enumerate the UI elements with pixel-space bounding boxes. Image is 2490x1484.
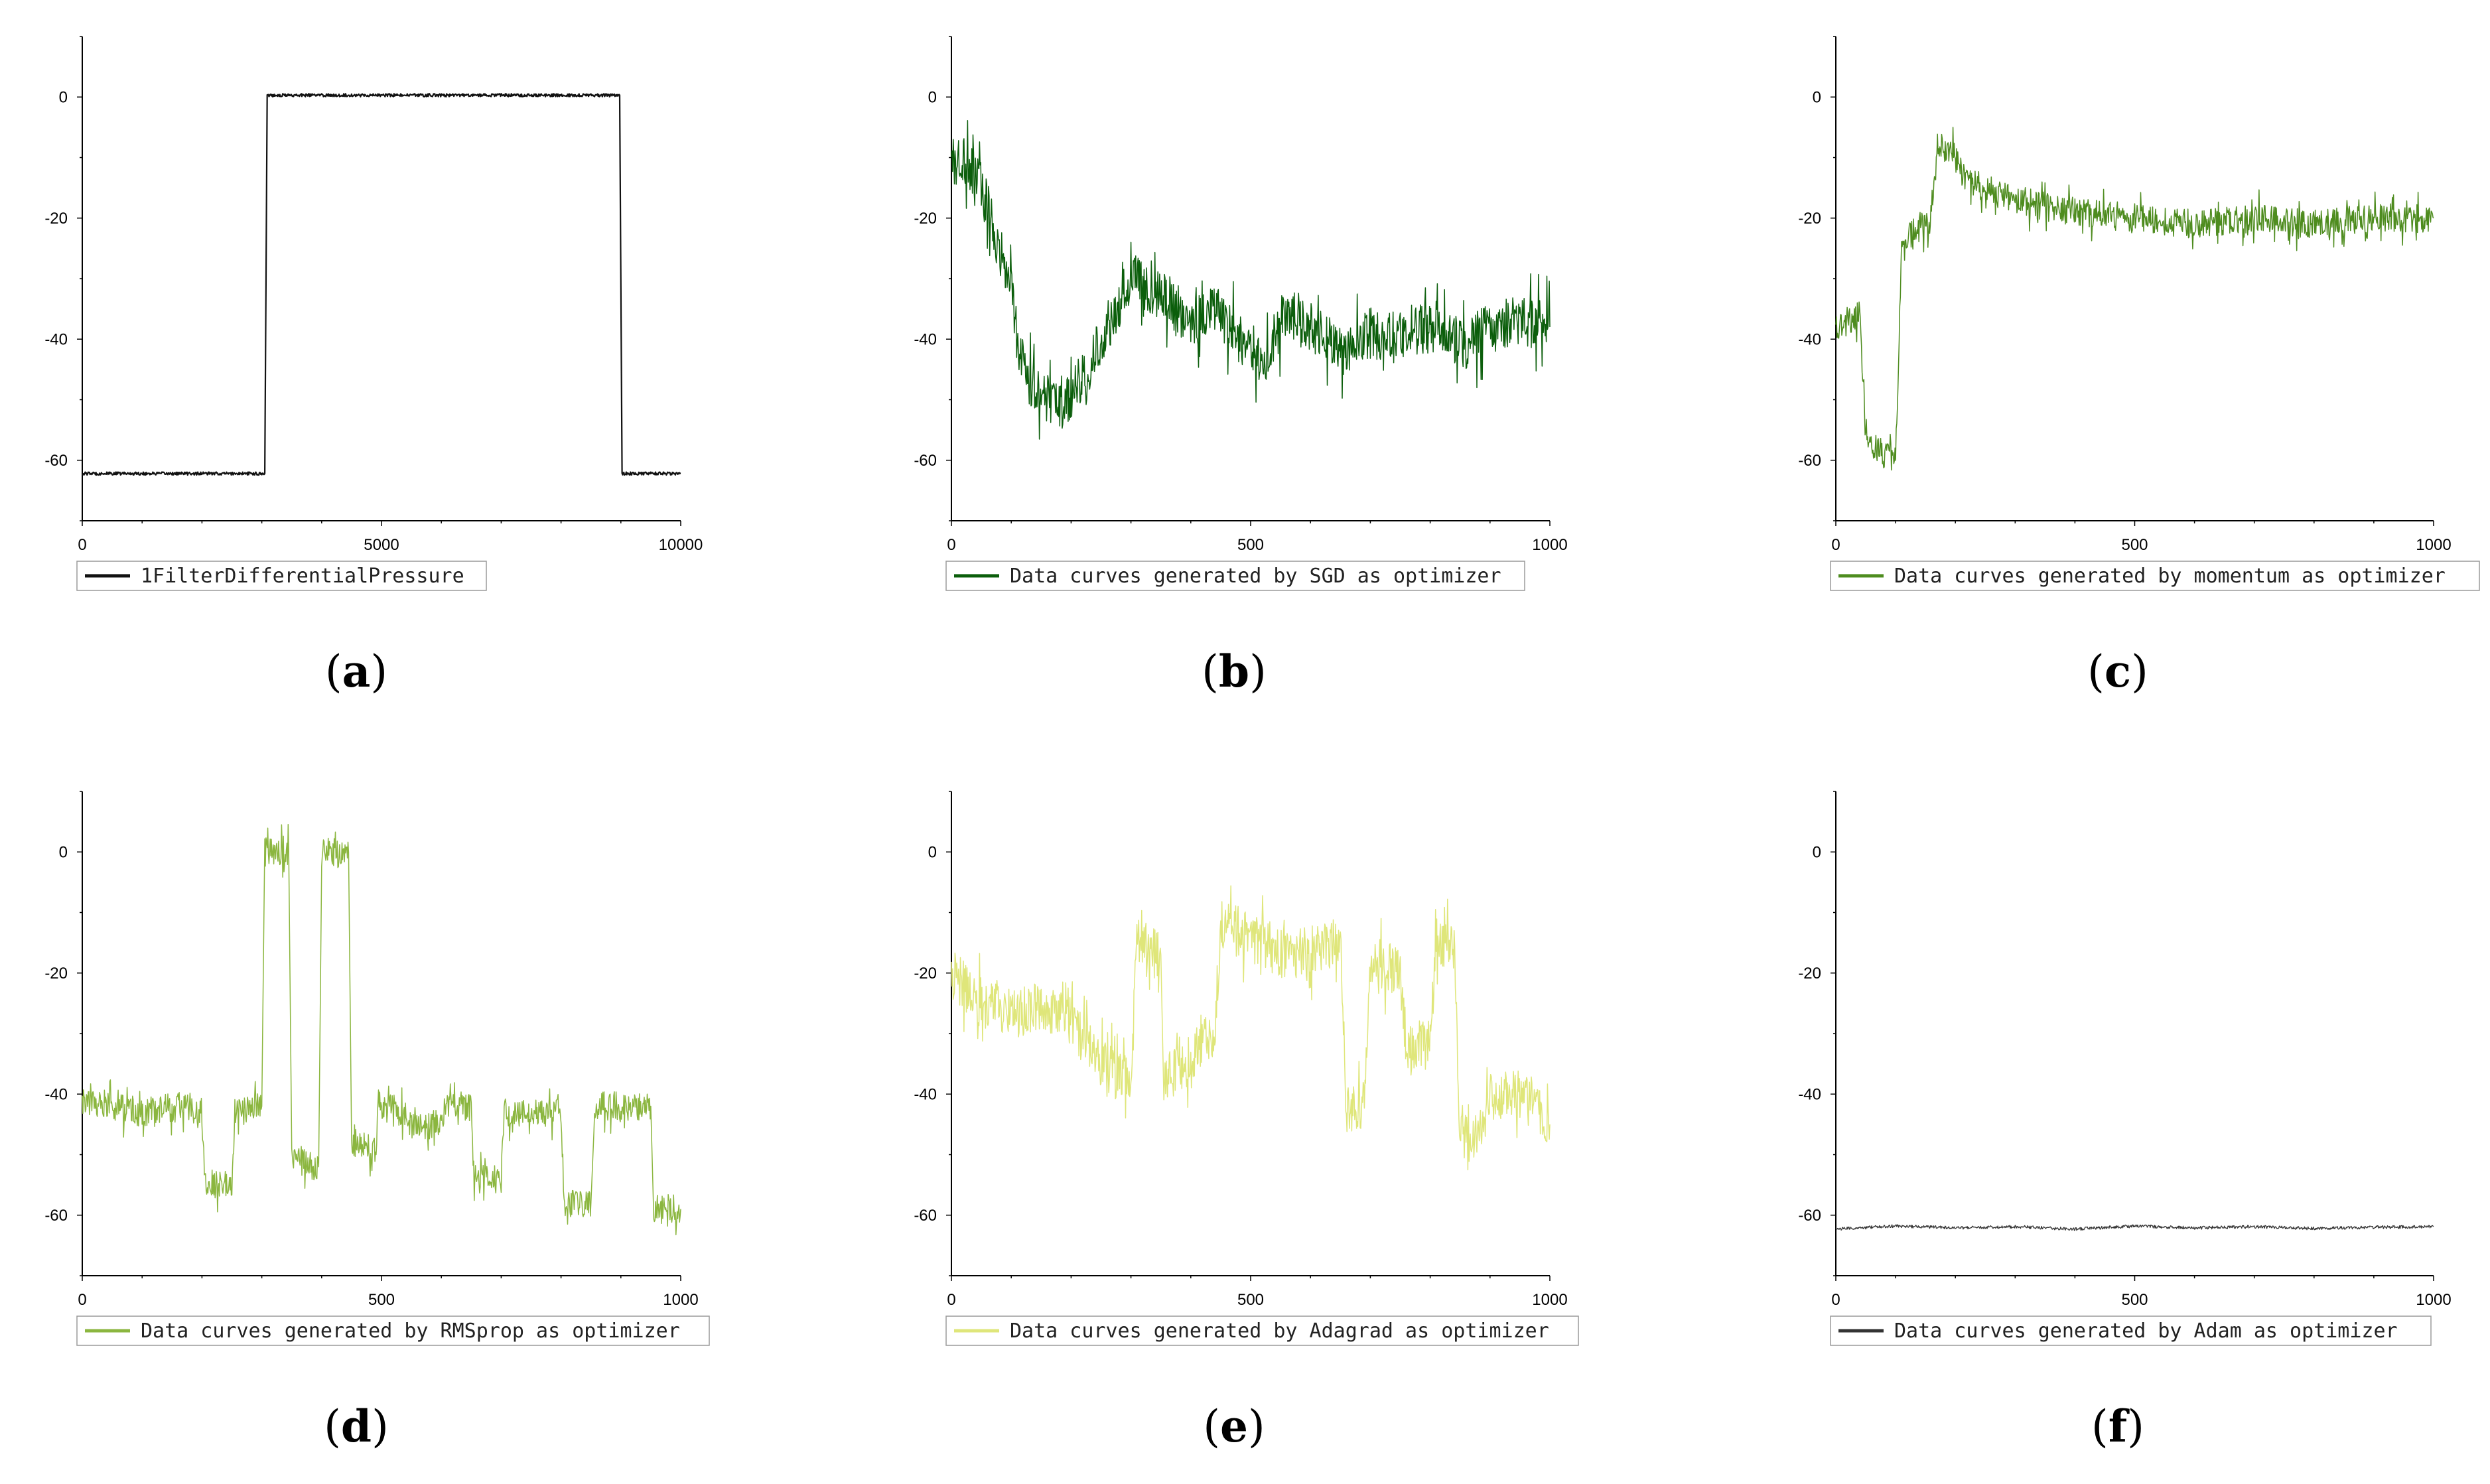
legend-box [945,561,1525,591]
y-tick-label: -60 [914,1207,937,1225]
x-tick-label: 1000 [1532,536,1567,554]
legend-box [76,561,487,591]
x-tick-label: 0 [1831,536,1840,554]
series-line [82,824,681,1236]
y-tick-label: 0 [59,843,68,861]
y-tick-label: -40 [1798,1085,1821,1103]
series-line [951,119,1551,440]
y-tick-label: -40 [914,1085,937,1103]
panel-label: (b) [1202,645,1267,697]
panel-c: 0 -20 -40 -60 0 500 1000 Data curves generated … [1798,36,2480,697]
x-tick-label: 1000 [1532,1291,1567,1309]
x-tick-label: 0 [947,536,955,554]
x-tick-label: 500 [368,1291,395,1309]
y-tick-label: 0 [928,88,937,106]
panel-label: (e) [1203,1400,1265,1452]
y-tick-label: 0 [1813,88,1821,106]
panel-label-letter: c [2105,645,2131,697]
panel-label-letter: a [342,645,371,697]
panel-label-letter: e [1220,1400,1248,1452]
y-tick-label: -40 [44,330,68,348]
panel-label-letter: b [1219,645,1249,697]
y-tick-label: -20 [44,965,68,982]
x-tick-label: 1000 [2416,536,2451,554]
y-tick-label: -60 [914,452,937,470]
panel-label-letter: f [2109,1400,2130,1452]
series-line [1835,1224,2434,1231]
panel-label: (f) [2091,1400,2144,1452]
y-tick-label: -60 [1798,452,1821,470]
x-tick-label: 0 [1831,1291,1840,1309]
x-tick-label: 500 [1237,1291,1264,1309]
x-tick-label: 0 [78,1291,86,1309]
panel-a: 0 -20 -40 -60 0 5000 10000 1FilterDifferentialP… [44,36,703,697]
y-tick-label: -20 [914,210,937,228]
y-tick-label: -60 [44,1207,68,1225]
legend-label: Data curves generated by RMSprop as opti… [141,1319,680,1343]
x-tick-label: 500 [2121,536,2148,554]
y-tick-label: -20 [1798,965,1821,982]
x-tick-label: 1000 [2416,1291,2451,1309]
panel-label-letter: d [341,1400,372,1452]
y-tick-label: -60 [1798,1207,1821,1225]
y-tick-label: -20 [44,210,68,228]
panel-label: (a) [325,645,387,697]
panel-e: 0 -20 -40 -60 0 500 1000 Data curves generated … [914,791,1579,1452]
y-tick-label: 0 [59,88,68,106]
panel-f: 0 -20 -40 -60 0 500 1000 Data curves generated … [1798,791,2452,1452]
series-line [82,93,681,476]
y-tick-label: -40 [1798,330,1821,348]
y-tick-label: -40 [44,1085,68,1103]
x-tick-label: 500 [1237,536,1264,554]
legend-box [1830,561,2480,591]
x-tick-label: 1000 [663,1291,698,1309]
series-line [1835,127,2434,471]
x-tick-label: 0 [78,536,86,554]
y-tick-label: -40 [914,330,937,348]
y-tick-label: 0 [928,843,937,861]
legend-box [76,1315,710,1346]
y-tick-label: -20 [914,965,937,982]
panel-label: (d) [324,1400,389,1452]
legend-label: Data curves generated by Adam as optimiz… [1894,1319,2398,1343]
series-line [951,885,1551,1171]
y-tick-label: 0 [1813,843,1821,861]
legend-label: Data curves generated by SGD as optimize… [1010,565,1501,588]
x-tick-label: 10000 [659,536,703,554]
legend-box [945,1315,1579,1346]
x-tick-label: 5000 [364,536,399,554]
legend-label: Data curves generated by Adagrad as opti… [1010,1319,1549,1343]
panel-b: 0 -20 -40 -60 0 500 1000 Data curves generated … [914,36,1568,697]
y-tick-label: -20 [1798,210,1821,228]
panel-d: 0 -20 -40 -60 0 500 1000 Data curves generated … [44,791,710,1452]
legend-label: Data curves generated by momentum as opt… [1894,565,2446,588]
x-tick-label: 500 [2121,1291,2148,1309]
y-tick-label: -60 [44,452,68,470]
x-tick-label: 0 [947,1291,955,1309]
legend-box [1830,1315,2432,1346]
panel-label: (c) [2087,645,2148,697]
legend-label: 1FilterDifferentialPressure [141,565,464,588]
